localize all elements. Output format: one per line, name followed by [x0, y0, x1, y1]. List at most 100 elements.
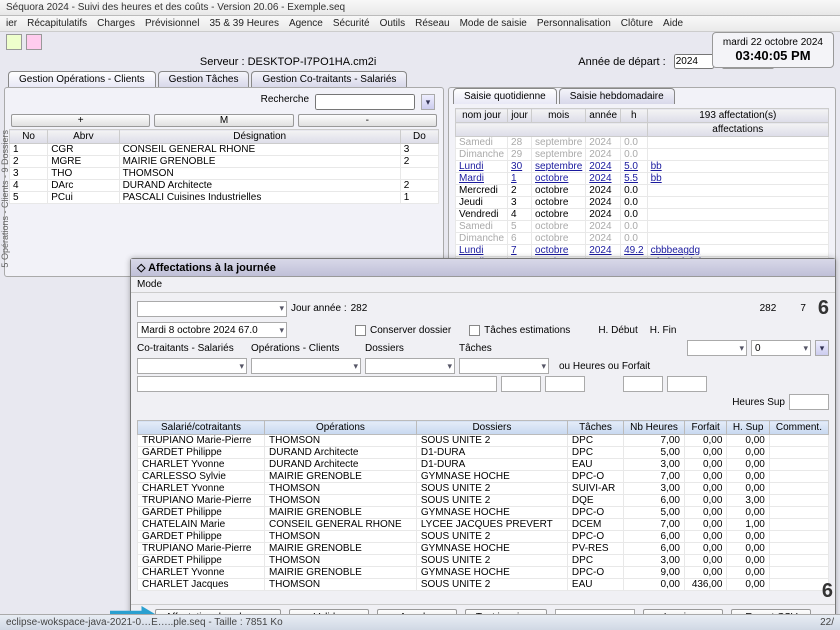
- table-row[interactable]: 5PCuiPASCALI Cuisines Industrielles1: [10, 192, 439, 204]
- toolbar-icon-2[interactable]: [26, 34, 42, 50]
- search-label: Recherche: [261, 94, 309, 110]
- table-row[interactable]: 1CGRCONSEIL GENERAL RHONE3: [10, 144, 439, 156]
- mode-select[interactable]: [137, 301, 287, 317]
- hfin-label: H. Fin: [650, 325, 677, 336]
- day-right-1: 282: [760, 303, 777, 314]
- small-btn[interactable]: +: [11, 114, 150, 127]
- cal-row[interactable]: Dimanche29septembre20240.0: [456, 149, 829, 161]
- grid-row[interactable]: GARDET PhilippeMAIRIE GRENOBLEGYMNASE HO…: [138, 507, 829, 519]
- search-input[interactable]: [315, 94, 415, 110]
- menu-item[interactable]: Aide: [663, 18, 683, 29]
- grid-row[interactable]: GARDET PhilippeDURAND ArchitecteD1-DURAD…: [138, 447, 829, 459]
- grid-row[interactable]: TRUPIANO Marie-PierreTHOMSONSOUS UNITE 2…: [138, 435, 829, 447]
- col2-label: Opérations - Clients: [251, 343, 361, 354]
- detail-title: ◇ Affectations à la journée: [131, 259, 835, 277]
- box1[interactable]: [501, 376, 541, 392]
- search-dropdown[interactable]: ▾: [421, 94, 435, 110]
- day-label: Jour année :: [291, 303, 347, 314]
- cal-row[interactable]: Lundi30septembre20245.0bb: [456, 161, 829, 173]
- comment-input[interactable]: [137, 376, 497, 392]
- clients-table[interactable]: NoAbrvDésignationDo 1CGRCONSEIL GENERAL …: [9, 129, 439, 204]
- date-text: mardi 22 octobre 2024: [723, 37, 823, 48]
- clients-pane: Recherche ▾ + M- NoAbrvDésignationDo 1CGR…: [4, 87, 444, 277]
- cal-row[interactable]: Samedi28septembre20240.0: [456, 137, 829, 149]
- box4[interactable]: [667, 376, 707, 392]
- conserve-label: Conserver dossier: [370, 325, 451, 336]
- cal-row[interactable]: Samedi5octobre20240.0: [456, 221, 829, 233]
- small-btn[interactable]: M: [154, 114, 293, 127]
- title-bar: Séquora 2024 - Suivi des heures et des c…: [0, 0, 840, 16]
- year-label: Année de départ :: [578, 56, 665, 68]
- right-tab[interactable]: Saisie quotidienne: [453, 88, 557, 104]
- box2[interactable]: [545, 376, 585, 392]
- hfin-dd[interactable]: ▾: [815, 340, 829, 356]
- conserve-checkbox[interactable]: [355, 325, 366, 336]
- cal-row[interactable]: Mercredi2octobre20240.0: [456, 185, 829, 197]
- date-box: mardi 22 octobre 2024 03:40:05 PM: [712, 32, 834, 68]
- hval-sel[interactable]: 0: [751, 340, 811, 356]
- menu-item[interactable]: Prévisionnel: [145, 18, 199, 29]
- grid-row[interactable]: GARDET PhilippeTHOMSONSOUS UNITE 2DPC3,0…: [138, 555, 829, 567]
- left-tab[interactable]: Gestion Tâches: [158, 71, 250, 87]
- cal-row[interactable]: Vendredi4octobre20240.0: [456, 209, 829, 221]
- grid-row[interactable]: CHATELAIN MarieCONSEIL GENERAL RHONELYCE…: [138, 519, 829, 531]
- menu-item[interactable]: Mode de saisie: [460, 18, 527, 29]
- table-row[interactable]: 4DArcDURAND Architecte2: [10, 180, 439, 192]
- cal-row[interactable]: Lundi7octobre202449.2cbbbeagdg: [456, 245, 829, 257]
- hdebut-sel[interactable]: [687, 340, 747, 356]
- menu-item[interactable]: Outils: [380, 18, 406, 29]
- sel-taches[interactable]: [459, 358, 549, 374]
- day-info-select[interactable]: Mardi 8 octobre 2024 67.0: [137, 322, 287, 338]
- menu-item[interactable]: Personnalisation: [537, 18, 611, 29]
- hsub-label: Heures Sup: [732, 397, 785, 408]
- grid-row[interactable]: CHARLET YvonneDURAND ArchitecteD1-DURAEA…: [138, 459, 829, 471]
- right-tab[interactable]: Saisie hebdomadaire: [559, 88, 675, 104]
- ouh-label: ou Heures ou Forfait: [559, 361, 650, 372]
- menu-item[interactable]: Charges: [97, 18, 135, 29]
- cal-row[interactable]: Jeudi3octobre20240.0: [456, 197, 829, 209]
- menu-item[interactable]: 35 & 39 Heures: [209, 18, 279, 29]
- menu-item[interactable]: Sécurité: [333, 18, 370, 29]
- menu-item[interactable]: ier: [6, 18, 17, 29]
- grid-row[interactable]: CHARLET YvonneTHOMSONSOUS UNITE 2SUIVI-A…: [138, 483, 829, 495]
- day-number: 282: [351, 303, 368, 314]
- grid-row[interactable]: GARDET PhilippeTHOMSONSOUS UNITE 2DPC-O6…: [138, 531, 829, 543]
- small-btn[interactable]: -: [298, 114, 437, 127]
- detail-mode: Mode: [131, 277, 835, 293]
- grid-row[interactable]: TRUPIANO Marie-PierreMAIRIE GRENOBLEGYMN…: [138, 543, 829, 555]
- sel-salaries[interactable]: [137, 358, 247, 374]
- grid-row[interactable]: CHARLET YvonneMAIRIE GRENOBLEGYMNASE HOC…: [138, 567, 829, 579]
- calendar-pane: Saisie quotidienneSaisie hebdomadaire no…: [448, 87, 836, 277]
- day-right-2: 7: [800, 303, 806, 314]
- left-tabs: Gestion Opérations - ClientsGestion Tâch…: [4, 71, 411, 87]
- status-right: 22/: [820, 617, 834, 628]
- sel-dossiers[interactable]: [365, 358, 455, 374]
- affect-count: nom jourjourmoisannéeh 193 affectation(s…: [453, 106, 831, 277]
- estim-checkbox[interactable]: [469, 325, 480, 336]
- cal-row[interactable]: Mardi1octobre20245.5bb: [456, 173, 829, 185]
- table-row[interactable]: 3THOTHOMSON: [10, 168, 439, 180]
- table-row[interactable]: 2MGREMAIRIE GRENOBLE2: [10, 156, 439, 168]
- col3-label: Dossiers: [365, 343, 455, 354]
- menu-item[interactable]: Récapitulatifs: [27, 18, 87, 29]
- status-bar: eclipse-wokspace-java-2021-0…E…..ple.seq…: [0, 614, 840, 630]
- menu-item[interactable]: Clôture: [621, 18, 653, 29]
- vertical-label: 5 Opérations - Clients - 9 Dossiers: [0, 130, 10, 268]
- detail-grid[interactable]: Salarié/cotraitantsOpérationsDossiersTâc…: [137, 420, 829, 591]
- grid-row[interactable]: TRUPIANO Marie-PierreTHOMSONSOUS UNITE 2…: [138, 495, 829, 507]
- box3[interactable]: [623, 376, 663, 392]
- server-label: Serveur : DESKTOP-I7PO1HA.cm2i: [6, 56, 570, 68]
- toolbar-icon-1[interactable]: [6, 34, 22, 50]
- menu-item[interactable]: Réseau: [415, 18, 449, 29]
- menu-bar: ier Récapitulatifs Charges Prévisionnel 35 &…: [0, 16, 840, 32]
- col4-label: Tâches: [459, 343, 549, 354]
- menu-item[interactable]: Agence: [289, 18, 323, 29]
- cal-row[interactable]: Dimanche6octobre20240.0: [456, 233, 829, 245]
- sel-operations[interactable]: [251, 358, 361, 374]
- grid-row[interactable]: CHARLET JacquesTHOMSONSOUS UNITE 2EAU0,0…: [138, 579, 829, 591]
- grid-row[interactable]: CARLESSO SylvieMAIRIE GRENOBLEGYMNASE HO…: [138, 471, 829, 483]
- left-tab[interactable]: Gestion Co-traitants - Salariés: [251, 71, 407, 87]
- left-tab[interactable]: Gestion Opérations - Clients: [8, 71, 156, 87]
- year-input[interactable]: [674, 54, 714, 69]
- hsub-input[interactable]: [789, 394, 829, 410]
